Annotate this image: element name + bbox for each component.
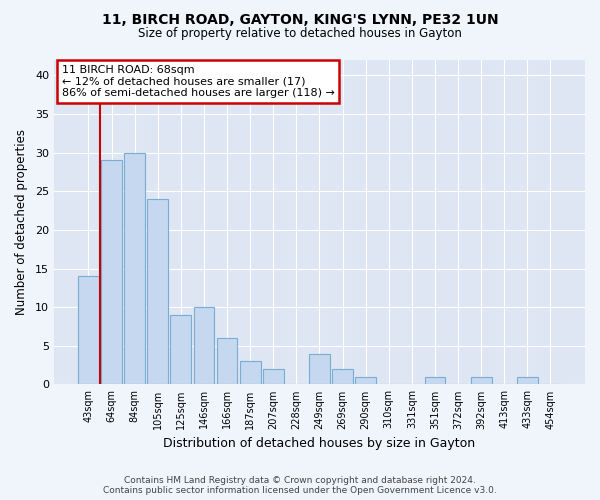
X-axis label: Distribution of detached houses by size in Gayton: Distribution of detached houses by size … — [163, 437, 476, 450]
Bar — [170, 315, 191, 384]
Bar — [194, 307, 214, 384]
Bar — [517, 376, 538, 384]
Text: 11, BIRCH ROAD, GAYTON, KING'S LYNN, PE32 1UN: 11, BIRCH ROAD, GAYTON, KING'S LYNN, PE3… — [101, 12, 499, 26]
Bar — [148, 199, 168, 384]
Text: Contains HM Land Registry data © Crown copyright and database right 2024.
Contai: Contains HM Land Registry data © Crown c… — [103, 476, 497, 495]
Bar — [217, 338, 238, 384]
Text: 11 BIRCH ROAD: 68sqm
← 12% of detached houses are smaller (17)
86% of semi-detac: 11 BIRCH ROAD: 68sqm ← 12% of detached h… — [62, 65, 335, 98]
Bar — [309, 354, 330, 384]
Bar — [263, 369, 284, 384]
Bar — [124, 152, 145, 384]
Bar — [425, 376, 445, 384]
Bar — [240, 362, 260, 384]
Bar — [355, 376, 376, 384]
Y-axis label: Number of detached properties: Number of detached properties — [15, 129, 28, 315]
Bar — [332, 369, 353, 384]
Text: Size of property relative to detached houses in Gayton: Size of property relative to detached ho… — [138, 28, 462, 40]
Bar — [101, 160, 122, 384]
Bar — [78, 276, 99, 384]
Bar — [471, 376, 491, 384]
